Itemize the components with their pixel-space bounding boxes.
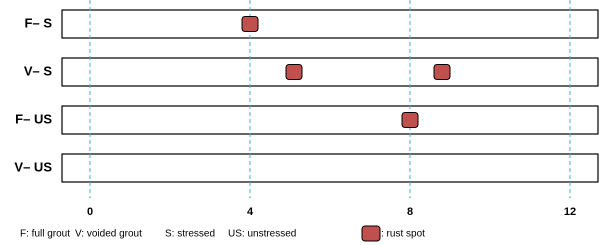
rust-spot xyxy=(285,64,303,80)
row-label: F– S xyxy=(25,15,53,30)
legend-marker xyxy=(361,225,381,242)
legend-label: : rust spot xyxy=(381,229,425,240)
row-label: V– S xyxy=(24,63,53,78)
rust-spot xyxy=(241,16,259,32)
x-tick-label: 12 xyxy=(564,206,576,218)
legend-note: S: stressed xyxy=(165,229,215,240)
rust-spot xyxy=(401,112,419,128)
row-band xyxy=(61,105,599,135)
x-tick-label: 8 xyxy=(407,206,413,218)
row-band xyxy=(61,153,599,183)
legend-note: V: voided grout xyxy=(75,229,142,240)
row-label: F– US xyxy=(15,111,52,126)
x-tick-label: 0 xyxy=(87,206,93,218)
row-band xyxy=(61,9,599,39)
legend-note: US: unstressed xyxy=(228,229,296,240)
rust-spot xyxy=(433,64,451,80)
row-band xyxy=(61,57,599,87)
row-label: V– US xyxy=(14,159,52,174)
legend-note: F: full grout xyxy=(20,229,70,240)
x-tick-label: 4 xyxy=(247,206,254,218)
